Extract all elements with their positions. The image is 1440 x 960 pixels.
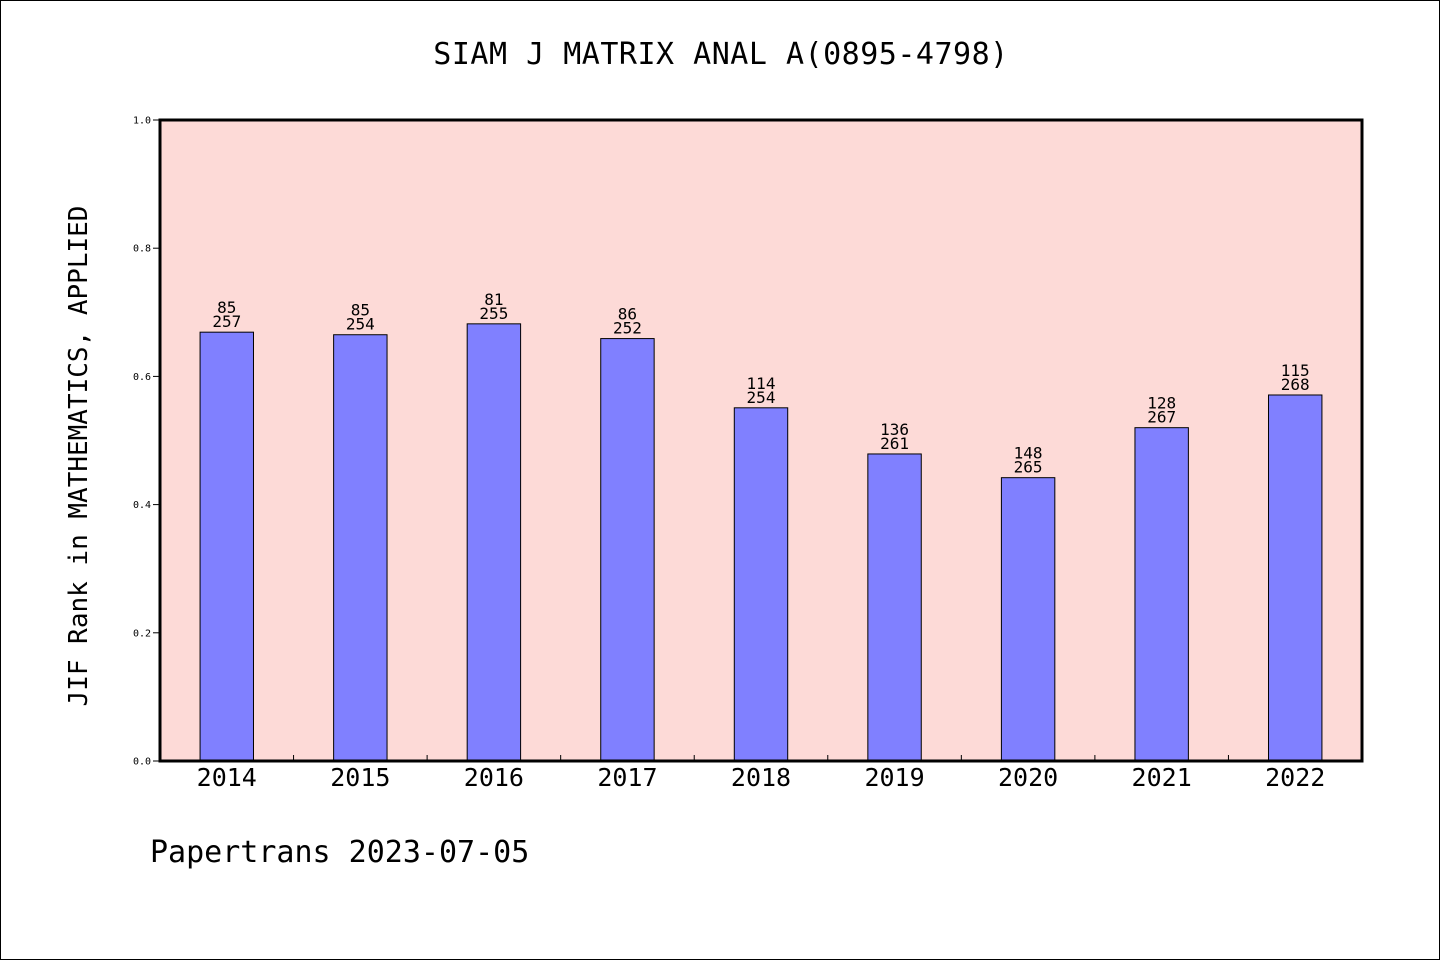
bar [466, 323, 522, 762]
y-tick-label: 0.6 [133, 372, 151, 383]
x-tick-label: 2018 [731, 763, 791, 792]
bar-rank-label: 85 [351, 301, 370, 320]
plot-border [158, 118, 1364, 763]
bar [1268, 394, 1323, 762]
bar-total-label: 255 [479, 304, 508, 323]
bar-rank-label: 136 [880, 420, 909, 439]
y-tick-label: 0.4 [133, 500, 151, 511]
bar [867, 453, 922, 762]
bar [199, 331, 254, 762]
bar-total-label: 268 [1281, 375, 1310, 394]
bar-total-label: 265 [1014, 458, 1043, 477]
bar [1134, 427, 1189, 762]
bar-rank-label: 114 [747, 374, 776, 393]
x-tick-label: 2022 [1265, 763, 1325, 792]
bar-total-label: 267 [1147, 408, 1176, 427]
chart-title: SIAM J MATRIX ANAL A(0895-4798) [433, 37, 1009, 72]
bar-total-label: 254 [747, 388, 776, 407]
bar-rank-label: 148 [1014, 444, 1043, 463]
bar-total-label: 254 [346, 315, 375, 334]
x-tick-label: 2015 [330, 763, 390, 792]
bar-total-label: 257 [212, 312, 241, 331]
bar-rank-label: 128 [1147, 394, 1176, 413]
x-tick-label: 2014 [197, 763, 257, 792]
bar [333, 334, 388, 762]
bar-rank-label: 85 [217, 298, 236, 317]
bar [1000, 477, 1056, 762]
y-tick-label: 0.2 [133, 628, 151, 639]
bar [733, 407, 789, 762]
footer-credit: Papertrans 2023-07-05 [150, 835, 530, 870]
x-tick-label: 2016 [464, 763, 524, 792]
bar-total-label: 252 [613, 319, 642, 338]
bar-rank-label: 115 [1281, 361, 1310, 380]
bar-rank-label: 81 [484, 290, 503, 309]
y-tick-label: 0.8 [133, 244, 151, 255]
x-tick-label: 2020 [998, 763, 1058, 792]
bar-rank-label: 86 [618, 305, 637, 324]
y-tick-label: 1.0 [133, 116, 151, 127]
x-tick-label: 2017 [597, 763, 657, 792]
x-tick-label: 2019 [864, 763, 924, 792]
bar [600, 338, 655, 762]
y-tick-label: 0.0 [133, 757, 151, 768]
bar-total-label: 261 [880, 434, 909, 453]
x-tick-label: 2021 [1132, 763, 1192, 792]
